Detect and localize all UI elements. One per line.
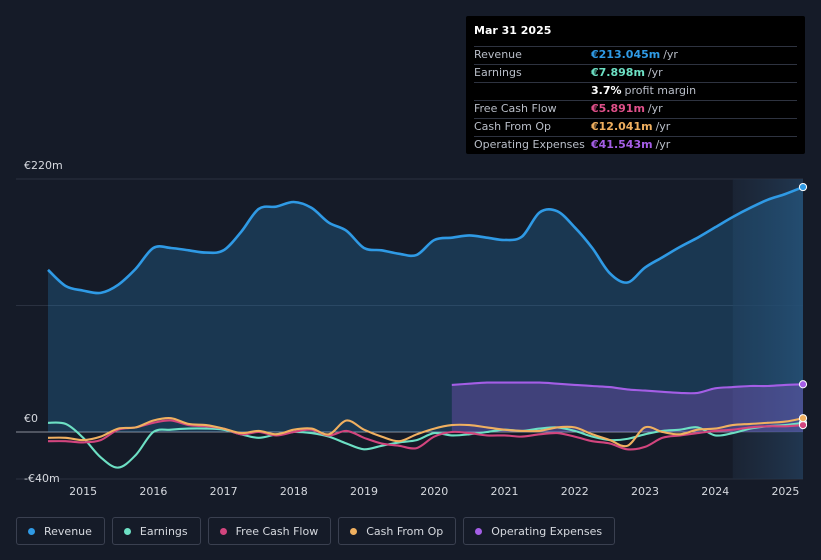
- tooltip-row-unit: /yr: [655, 138, 671, 151]
- legend-label: Operating Expenses: [491, 524, 603, 538]
- legend-item-revenue[interactable]: Revenue: [16, 517, 105, 545]
- revenue-area: [48, 187, 803, 432]
- tooltip-row-label: [474, 83, 591, 100]
- tooltip-row-value: €7.898m: [591, 66, 645, 79]
- x-tick-label: 2024: [701, 485, 729, 498]
- legend-item-cash-from-op[interactable]: Cash From Op: [338, 517, 457, 545]
- tooltip-row: Revenue €213.045m/yr: [474, 47, 797, 65]
- x-tick-label: 2018: [280, 485, 308, 498]
- tooltip-row-label: Revenue: [474, 48, 522, 61]
- tooltip-row-label: Free Cash Flow: [474, 102, 557, 115]
- tooltip-date: Mar 31 2025: [474, 24, 797, 47]
- tooltip-row-label: Operating Expenses: [474, 138, 585, 151]
- legend-dot-icon: [350, 527, 358, 535]
- x-tick-label: 2015: [69, 485, 97, 498]
- legend-item-operating-expenses[interactable]: Operating Expenses: [463, 517, 616, 545]
- tooltip-row-value: €12.041m: [591, 120, 653, 133]
- operating-expenses-area: [451, 382, 803, 432]
- legend: Revenue Earnings Free Cash Flow Cash From O…: [16, 517, 616, 545]
- tooltip-row: 3.7% profit margin: [474, 83, 797, 101]
- revenue-line: [47, 185, 804, 295]
- legend-item-free-cash-flow[interactable]: Free Cash Flow: [207, 517, 332, 545]
- legend-dot-icon: [28, 527, 35, 535]
- earnings-line: [47, 421, 804, 469]
- tooltip-panel: Mar 31 2025 Revenue €213.045m/yr Earnings €…: [466, 16, 805, 154]
- tooltip-row-value: €41.543m: [591, 138, 653, 151]
- y-tick-label: -€40m: [24, 472, 60, 485]
- legend-dot-icon: [219, 527, 227, 535]
- tooltip-row: Operating Expenses €41.543m/yr: [474, 137, 797, 154]
- revenue-end-point: [798, 182, 808, 192]
- x-tick-label: 2017: [210, 485, 238, 498]
- x-tick-label: 2019: [350, 485, 378, 498]
- tooltip-row-unit: /yr: [647, 102, 663, 115]
- x-tick-label: 2023: [631, 485, 659, 498]
- tooltip-row-unit: /yr: [663, 48, 678, 61]
- free-cash-flow-end-point: [798, 421, 808, 430]
- legend-label: Cash From Op: [366, 524, 444, 538]
- tooltip-row-value: €213.045m: [591, 48, 661, 61]
- cash-from-op-line: [47, 417, 804, 448]
- tooltip-row-label: Earnings: [474, 66, 522, 79]
- operating-expenses-end-point: [798, 380, 808, 389]
- tooltip-row: Free Cash Flow €5.891m/yr: [474, 101, 797, 119]
- y-tick-label: €0: [24, 412, 38, 425]
- legend-label: Earnings: [139, 524, 188, 538]
- free-cash-flow-line: [47, 419, 804, 451]
- x-tick-label: 2025: [771, 485, 799, 498]
- tooltip-row-value: €5.891m: [591, 102, 645, 115]
- operating-expenses-line: [451, 381, 804, 395]
- legend-label: Revenue: [44, 524, 92, 538]
- tooltip-row-label: Cash From Op: [474, 120, 552, 133]
- tooltip-row-value: 3.7%: [591, 84, 622, 97]
- tooltip-row: Earnings €7.898m/yr: [474, 65, 797, 83]
- cash-from-op-end-point: [798, 414, 808, 423]
- y-tick-label: €220m: [24, 159, 63, 172]
- tooltip-row: Cash From Op €12.041m/yr: [474, 119, 797, 137]
- x-tick-label: 2020: [420, 485, 448, 498]
- tooltip-row-unit: profit margin: [624, 84, 697, 97]
- tooltip-row-unit: /yr: [647, 66, 663, 79]
- x-tick-label: 2022: [561, 485, 589, 498]
- x-tick-label: 2021: [491, 485, 519, 498]
- x-tick-label: 2016: [139, 485, 167, 498]
- legend-label: Free Cash Flow: [235, 524, 319, 538]
- legend-dot-icon: [475, 527, 483, 535]
- legend-dot-icon: [123, 527, 131, 535]
- legend-item-earnings[interactable]: Earnings: [111, 517, 201, 545]
- tooltip-row-unit: /yr: [655, 120, 671, 133]
